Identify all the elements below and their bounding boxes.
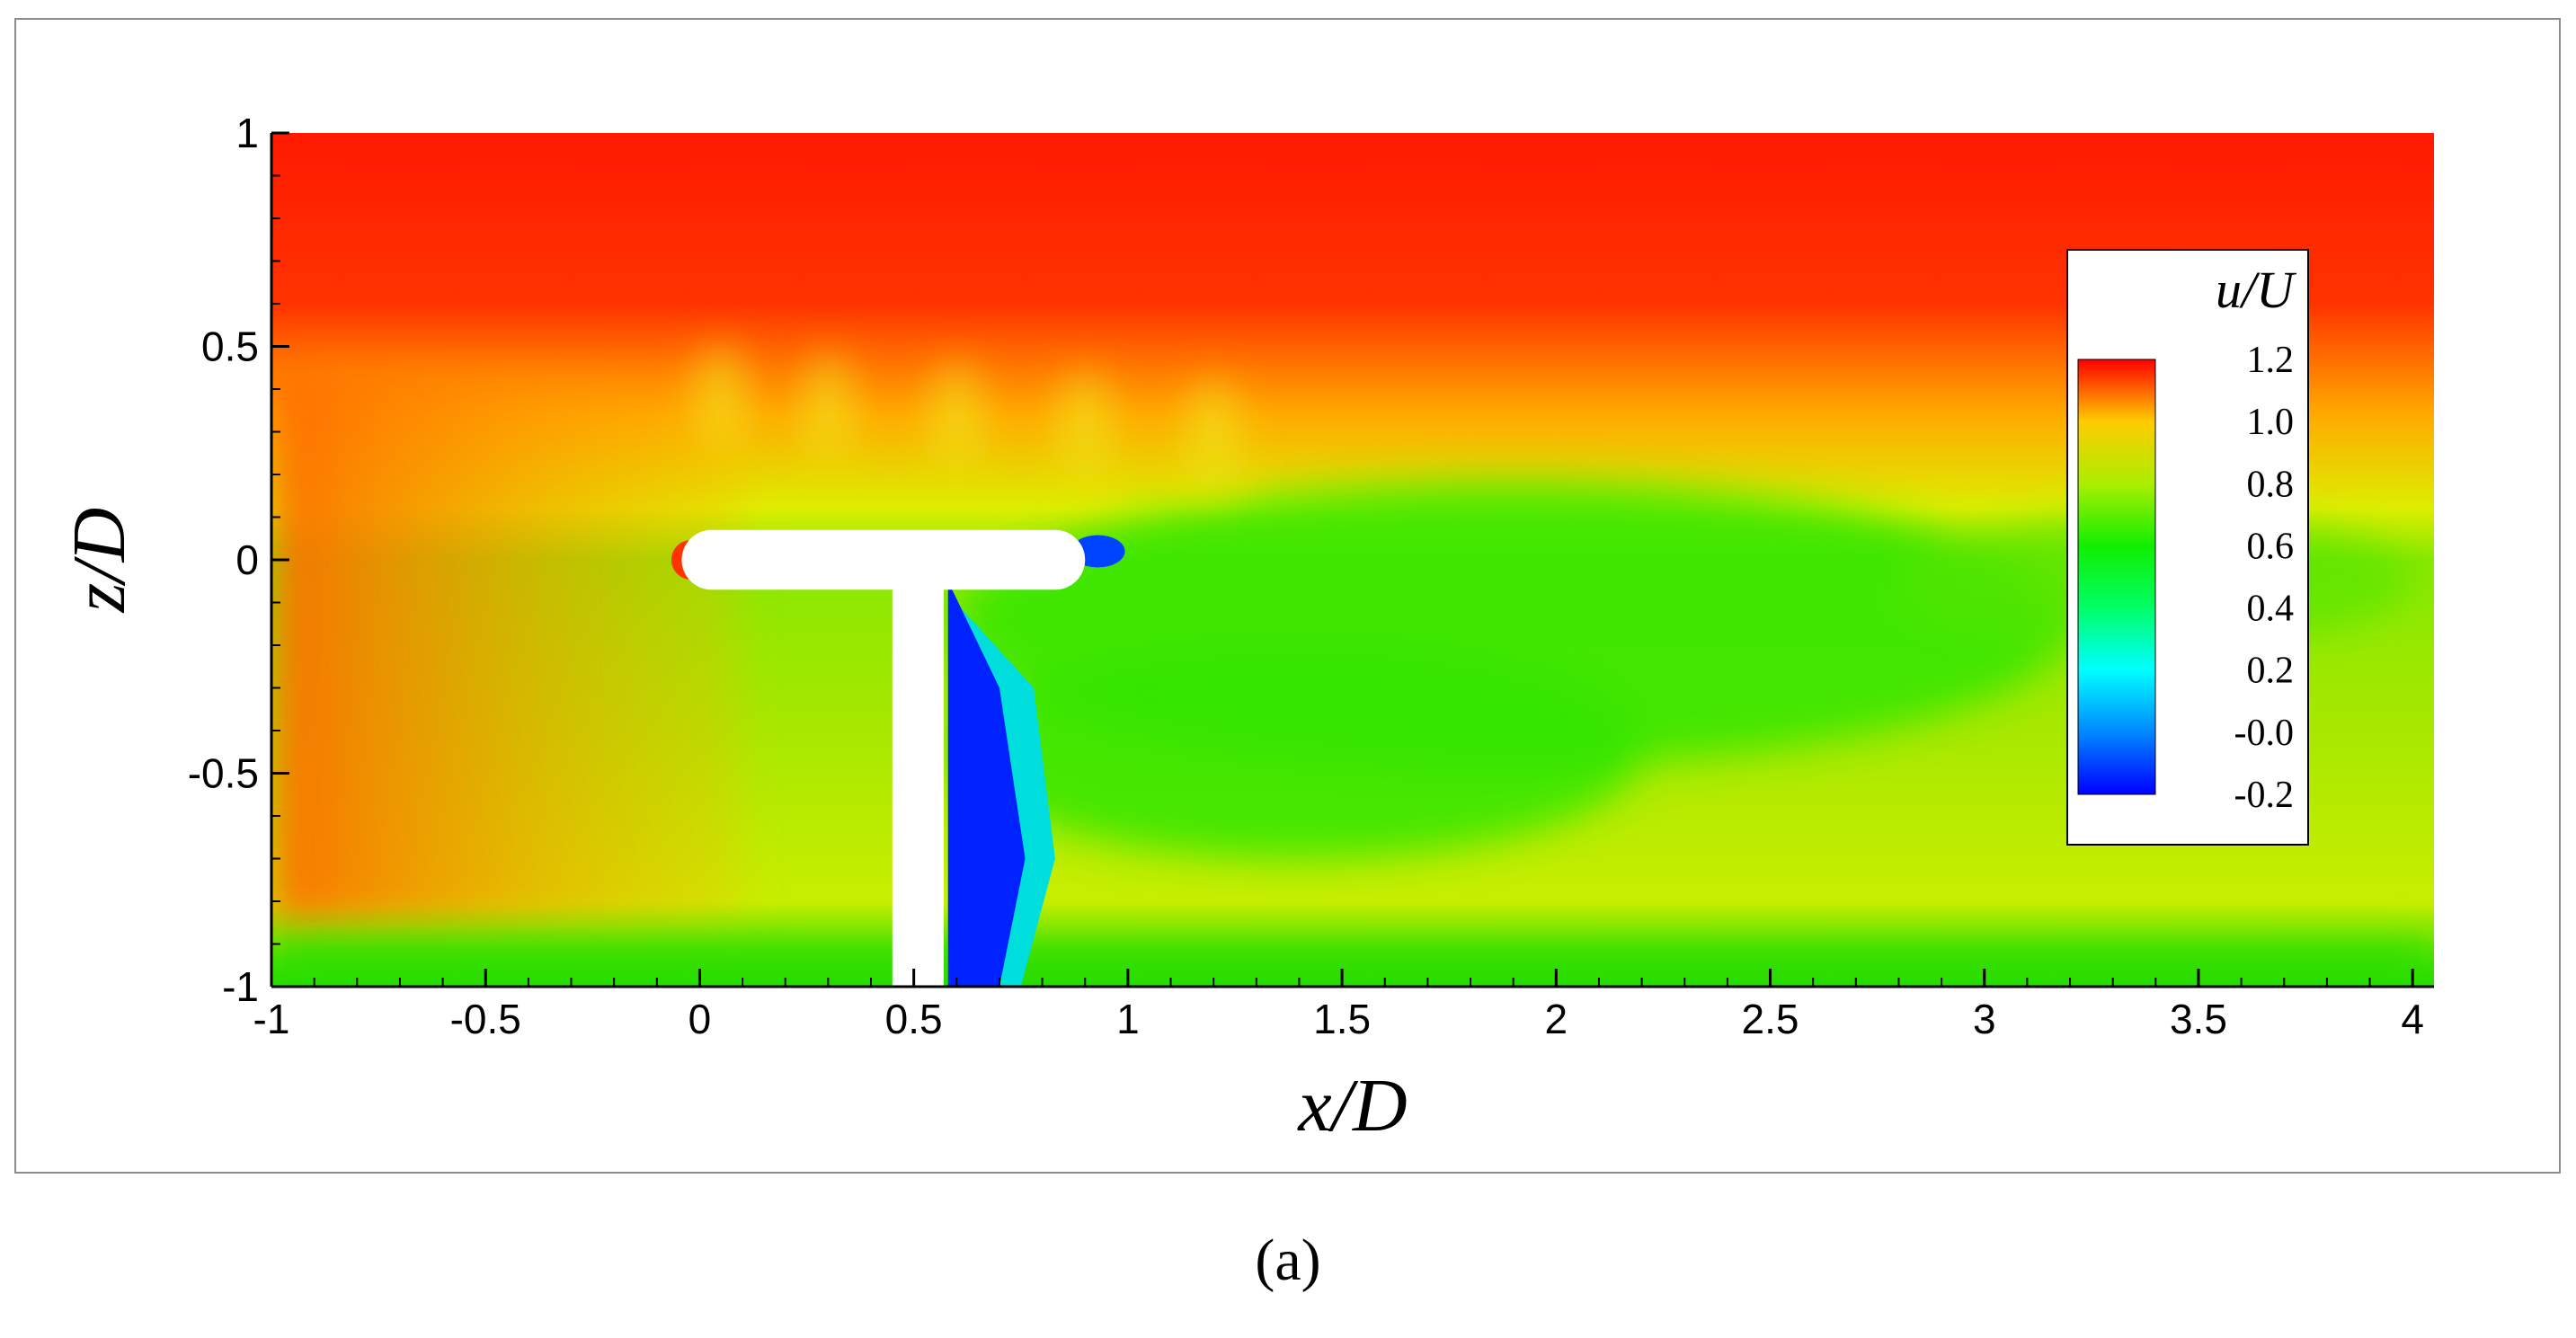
colorbar-tick-label: 0.4 [2247,589,2295,630]
upstream-region [271,368,743,923]
tip-vortex [1188,377,1239,486]
x-tick-label: 0.5 [885,996,943,1042]
colorbar-title: u/U [2216,261,2297,319]
axes: -1 -0.5 0 0.5 1 1.5 2 2.5 3 3.5 4 -1 -0.5 0 0.5 1 [188,110,2434,1042]
ground-band [271,944,2434,987]
colorbar-legend: u/U 1.2 1.0 0.8 0.6 0.4 0.2 -0.0 -0.2 [2066,249,2309,846]
x-tick-label: 1 [1116,996,1140,1042]
y-tick-label: -0.5 [188,750,259,797]
colorbar-tick-label: 0.8 [2247,464,2295,505]
tower [892,580,945,987]
tip-vortex [931,360,982,469]
x-axis-title: x/D [1296,1064,1407,1147]
nacelle [681,529,1086,590]
contour-chart: -1 -0.5 0 0.5 1 1.5 2 2.5 3 3.5 4 -1 -0.5 0 0.5 1 x/D z… [58,110,2434,1147]
y-tick-label: -1 [222,963,259,1010]
colorbar-tick-label: 1.2 [2247,340,2295,381]
colorbar-gradient [2077,359,2156,795]
y-tick-label: 0.5 [201,323,259,370]
wake-lower [956,645,1642,859]
colorbar-tick-label: 1.0 [2247,402,2295,443]
x-tick-label: 1.5 [1313,996,1371,1042]
colorbar-ticks: 1.2 1.0 0.8 0.6 0.4 0.2 -0.0 -0.2 [2234,340,2295,816]
figure-caption: (a) [1255,1227,1321,1293]
tip-vortex [803,352,854,460]
reverse-flow-core [947,580,1026,987]
x-tick-label: 2.5 [1742,996,1799,1042]
x-tick-label: 4 [2401,996,2424,1042]
y-axis-title: z/D [58,508,141,614]
x-tick-label: -0.5 [450,996,521,1042]
colorbar-tick-label: 0.6 [2247,526,2295,567]
x-tick-label: -1 [253,996,290,1042]
x-tick-label: 0 [688,996,712,1042]
colorbar-tick-label: -0.2 [2234,775,2295,816]
x-tick-label: 2 [1545,996,1568,1042]
tip-vortex [696,343,747,452]
tip-vortex [1060,369,1111,477]
x-tick-label: 3.5 [2170,996,2227,1042]
colorbar-tick-label: -0.0 [2234,713,2295,754]
y-tick-label: 1 [235,110,259,156]
colorbar-tick-label: 0.2 [2247,651,2295,692]
y-tick-label: 0 [235,536,259,583]
x-tick-label: 3 [1973,996,1996,1042]
